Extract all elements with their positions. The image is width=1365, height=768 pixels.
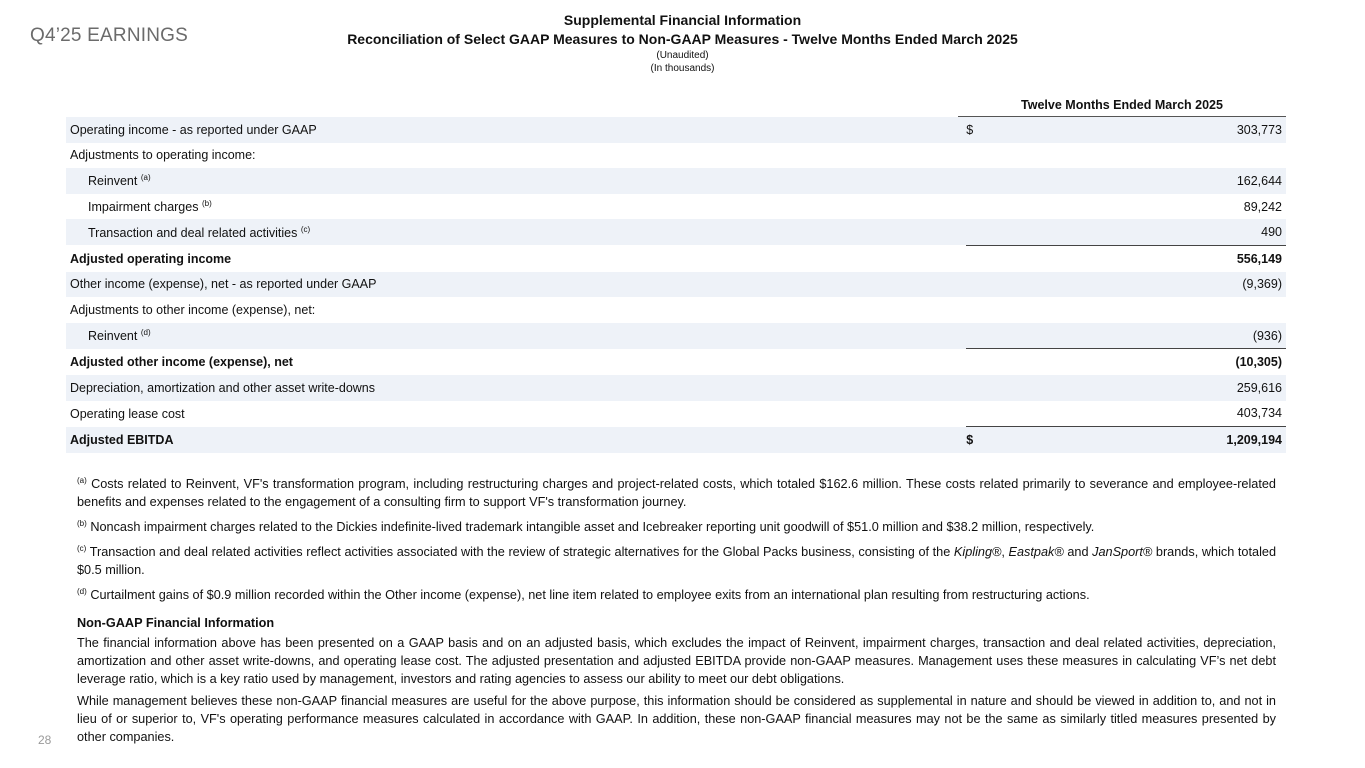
- table-row: Adjustments to other income (expense), n…: [66, 297, 1286, 323]
- footnote-ref: (a): [140, 173, 151, 183]
- footnote-b: (b) Noncash impairment charges related t…: [77, 519, 1095, 534]
- row-label: Operating lease cost: [70, 406, 185, 421]
- currency-symbol: [966, 271, 987, 298]
- table-row: Impairment charges (b) 89,242: [66, 194, 1286, 220]
- footnote-ref: (b): [201, 199, 212, 209]
- table-row: Other income (expense), net - as reporte…: [66, 271, 1286, 298]
- row-value: [986, 297, 1286, 323]
- row-value: 303,773: [986, 117, 1286, 143]
- row-value: (936): [986, 322, 1286, 349]
- footnote-ref: (c): [300, 224, 311, 234]
- table-row: Adjusted operating income 556,149: [66, 244, 1286, 272]
- row-value: 162,644: [986, 168, 1286, 194]
- currency-symbol: $: [966, 426, 987, 453]
- currency-symbol: [966, 143, 986, 169]
- row-label: Adjusted operating income: [70, 251, 232, 266]
- table-row: Transaction and deal related activities …: [66, 219, 1286, 246]
- currency-symbol: [966, 168, 987, 194]
- footnote-ref: (d): [140, 328, 151, 338]
- currency-symbol: [966, 194, 986, 220]
- unaudited-note: (Unaudited): [656, 50, 709, 61]
- table-row: Reinvent (d) (936): [66, 322, 1286, 349]
- brand-label: Q4’25 EARNINGS: [30, 25, 189, 46]
- row-value: 403,734: [1236, 406, 1282, 421]
- row-value: 1,209,194: [986, 426, 1286, 453]
- row-label: Adjustments to operating income:: [70, 148, 256, 163]
- currency-symbol: [966, 244, 987, 272]
- table-row: Adjustments to operating income:: [66, 143, 1286, 169]
- footnote-c: (c) Transaction and deal related activit…: [77, 544, 1277, 577]
- column-header-rule: [958, 116, 1286, 117]
- currency-symbol: [966, 401, 986, 427]
- row-label: Operating income - as reported under GAA…: [66, 117, 955, 143]
- row-label: Reinvent (a): [66, 168, 955, 194]
- row-label: Adjusted EBITDA: [66, 426, 955, 453]
- page-title: Supplemental Financial Information: [563, 12, 802, 28]
- row-value: (10,305): [986, 348, 1286, 375]
- nongaap-paragraph-1: The financial information above has been…: [77, 636, 1276, 686]
- currency-symbol: [966, 374, 987, 401]
- row-value: 490: [986, 219, 1286, 246]
- row-value: 259,616: [986, 374, 1286, 401]
- currency-symbol: [966, 297, 986, 323]
- table-row: Operating income - as reported under GAA…: [66, 117, 1286, 143]
- footnote-d: (d) Curtailment gains of $0.9 million re…: [77, 587, 1090, 602]
- table-row: Reinvent (a) 162,644: [66, 168, 1286, 194]
- currency-symbol: [966, 322, 987, 349]
- row-value: 556,149: [986, 244, 1286, 272]
- row-label: Depreciation, amortization and other ass…: [66, 374, 955, 401]
- table-row: Operating lease cost 403,734: [66, 401, 1286, 427]
- row-value: (9,369): [986, 271, 1286, 298]
- table-row: Adjusted other income (expense), net (10,…: [66, 348, 1286, 375]
- reconciliation-table: Operating income - as reported under GAA…: [66, 117, 1286, 453]
- currency-symbol: [966, 219, 987, 246]
- currency-symbol: [966, 348, 987, 375]
- nongaap-heading: Non-GAAP Financial Information: [77, 616, 275, 630]
- page-header: Supplemental Financial Information Recon…: [0, 11, 1365, 75]
- row-label: Other income (expense), net - as reporte…: [66, 271, 955, 298]
- table-row: Adjusted EBITDA $1,209,194: [66, 426, 1286, 453]
- table-row: Depreciation, amortization and other ass…: [66, 374, 1286, 401]
- units-note: (In thousands): [650, 63, 715, 74]
- footnotes: (a) Costs related to Reinvent, VF's tran…: [77, 472, 1276, 750]
- nongaap-paragraph-2: While management believes these non-GAAP…: [77, 694, 1276, 744]
- page-subtitle: Reconciliation of Select GAAP Measures t…: [347, 31, 1018, 47]
- row-label: Adjustments to other income (expense), n…: [70, 302, 316, 317]
- currency-symbol: $: [966, 117, 987, 143]
- footnote-a: (a) Costs related to Reinvent, VF's tran…: [77, 476, 1276, 509]
- row-value: [986, 143, 1286, 169]
- row-label: Impairment charges (b): [88, 199, 212, 215]
- row-label: Transaction and deal related activities …: [66, 219, 955, 246]
- column-header: Twelve Months Ended March 2025: [1021, 98, 1223, 112]
- row-label: Adjusted other income (expense), net: [70, 354, 293, 369]
- row-value: 89,242: [1243, 199, 1282, 214]
- row-label: Reinvent (d): [66, 322, 955, 349]
- page-number: 28: [38, 733, 52, 747]
